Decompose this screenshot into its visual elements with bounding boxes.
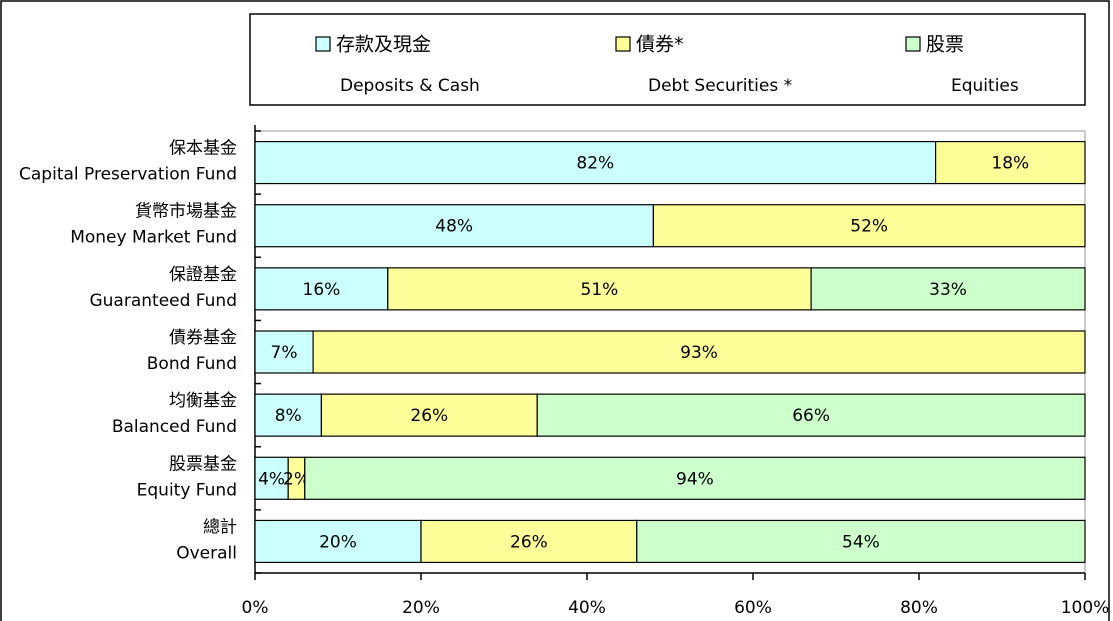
category-label-en: Overall (176, 543, 237, 563)
legend-label-en: Deposits & Cash (340, 76, 480, 96)
data-label: 26% (410, 406, 448, 426)
bar-segment (934, 140, 1086, 185)
x-tick-label: 40% (568, 598, 606, 618)
data-label: 7% (271, 343, 298, 363)
data-label: 93% (680, 343, 718, 363)
bar-segment (387, 267, 812, 311)
category-label-en: Guaranteed Fund (89, 291, 237, 311)
x-tick-label: 80% (900, 598, 938, 618)
data-label: 54% (842, 532, 880, 552)
bar-segment (636, 519, 1086, 564)
data-label: 26% (510, 532, 548, 552)
bar-segment (304, 456, 1086, 500)
category-label: 保本基金 (169, 139, 237, 159)
category-label: 股票基金 (169, 454, 237, 474)
data-label: 51% (581, 280, 619, 300)
category-label-en: Bond Fund (147, 354, 237, 374)
category-label: 總計 (203, 517, 237, 537)
category-label-en: Equity Fund (137, 480, 237, 500)
data-label: 2% (283, 469, 310, 489)
data-label: 94% (676, 469, 714, 489)
data-label: 8% (275, 406, 302, 426)
bar-segment (652, 204, 1086, 248)
category-label: 保證基金 (169, 265, 237, 285)
data-label: 66% (792, 406, 830, 426)
data-label: 4% (258, 469, 285, 489)
bar-segment (420, 519, 638, 564)
bar-segment (254, 330, 314, 374)
category-label: 均衡基金 (169, 391, 237, 411)
bar-segment (312, 330, 1086, 374)
bar-segment (536, 393, 1086, 437)
legend-swatch (905, 36, 921, 52)
data-label: 18% (991, 154, 1029, 174)
legend-swatch (315, 36, 331, 52)
legend-label: 債券* (636, 34, 684, 56)
x-tick-label: 100% (1061, 598, 1110, 618)
category-label-en: Money Market Fund (70, 228, 237, 248)
legend-label: 股票 (926, 34, 964, 56)
data-label: 20% (319, 532, 357, 552)
x-tick-label: 60% (734, 598, 772, 618)
legend-label-en: Debt Securities * (648, 76, 792, 96)
x-tick-label: 20% (402, 598, 440, 618)
data-label: 52% (850, 217, 888, 237)
data-label: 33% (929, 280, 967, 300)
legend-swatch (615, 36, 631, 52)
category-label: 貨幣市場基金 (135, 202, 237, 222)
legend-label-en: Equities (951, 76, 1019, 96)
data-label: 48% (435, 217, 473, 237)
category-label-en: Capital Preservation Fund (19, 165, 237, 185)
bar-segment (254, 140, 937, 185)
data-label: 16% (303, 280, 341, 300)
category-label-en: Balanced Fund (112, 417, 237, 437)
data-label: 82% (576, 154, 614, 174)
legend-label: 存款及現金 (336, 34, 431, 56)
legend-box (249, 13, 1086, 106)
bar-segment (810, 267, 1086, 311)
bar-segment (320, 393, 538, 437)
x-tick-label: 0% (242, 598, 269, 618)
bar-segment (254, 519, 422, 564)
category-label: 債券基金 (169, 328, 237, 348)
